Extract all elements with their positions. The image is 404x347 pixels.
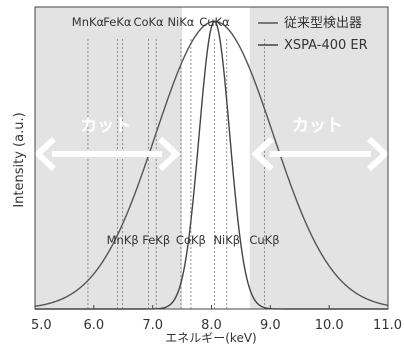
cut-arrow: カット [33,116,181,172]
beta-line-label: MnKβ [107,233,139,247]
alpha-line-label: CoKα [133,15,164,29]
cut-arrows: カット カット [33,116,390,172]
x-tick-label: 5.0 [31,318,52,333]
cut-label: カット [80,116,131,136]
beta-line-label: CoKβ [176,233,206,247]
legend: 従来型検出器 XSPA-400 ER [258,16,368,53]
x-tick-label: 11.0 [373,318,402,333]
x-axis-ticks: 5.0 6.0 7.0 8.0 9.0 10.0 11.0 [31,305,402,333]
emission-line-markers [87,39,265,309]
alpha-line-label: NiKα [167,15,194,29]
y-axis-label: Intensity (a.u.) [12,112,27,207]
x-axis-label: エネルギー(keV) [165,331,256,345]
x-tick-label: 9.0 [260,318,281,333]
alpha-line-label: MnKα [72,15,105,29]
x-tick-label: 10.0 [315,318,344,333]
x-tick-label: 7.0 [142,318,163,333]
cut-arrow-head-right [367,136,390,172]
alpha-line-label: FeKα [103,15,132,29]
cut-region [249,7,388,309]
alpha-line-label: CuKα [199,15,230,29]
series-line-conventional [34,20,389,307]
cut-label: カット [292,116,343,136]
cut-arrow-head-right [158,136,181,172]
cut-region [35,7,183,309]
beta-line-label: CuKβ [249,233,279,247]
legend-label: XSPA-400 ER [284,38,368,53]
beta-line-label: NiKβ [213,233,240,247]
emission-line-labels: MnKα FeKα CoKα NiKα CuKα MnKβ FeKβ CoKβ NiKβ CuKβ [72,15,280,247]
cut-arrow: カット [251,116,390,172]
x-tick-label: 6.0 [83,318,104,333]
cut-arrow-head-left [251,136,274,172]
x-tick-label: 8.0 [201,318,222,333]
legend-label: 従来型検出器 [284,16,362,31]
beta-line-label: FeKβ [142,233,170,247]
cut-regions [35,7,388,309]
cut-arrow-head-left [33,136,56,172]
